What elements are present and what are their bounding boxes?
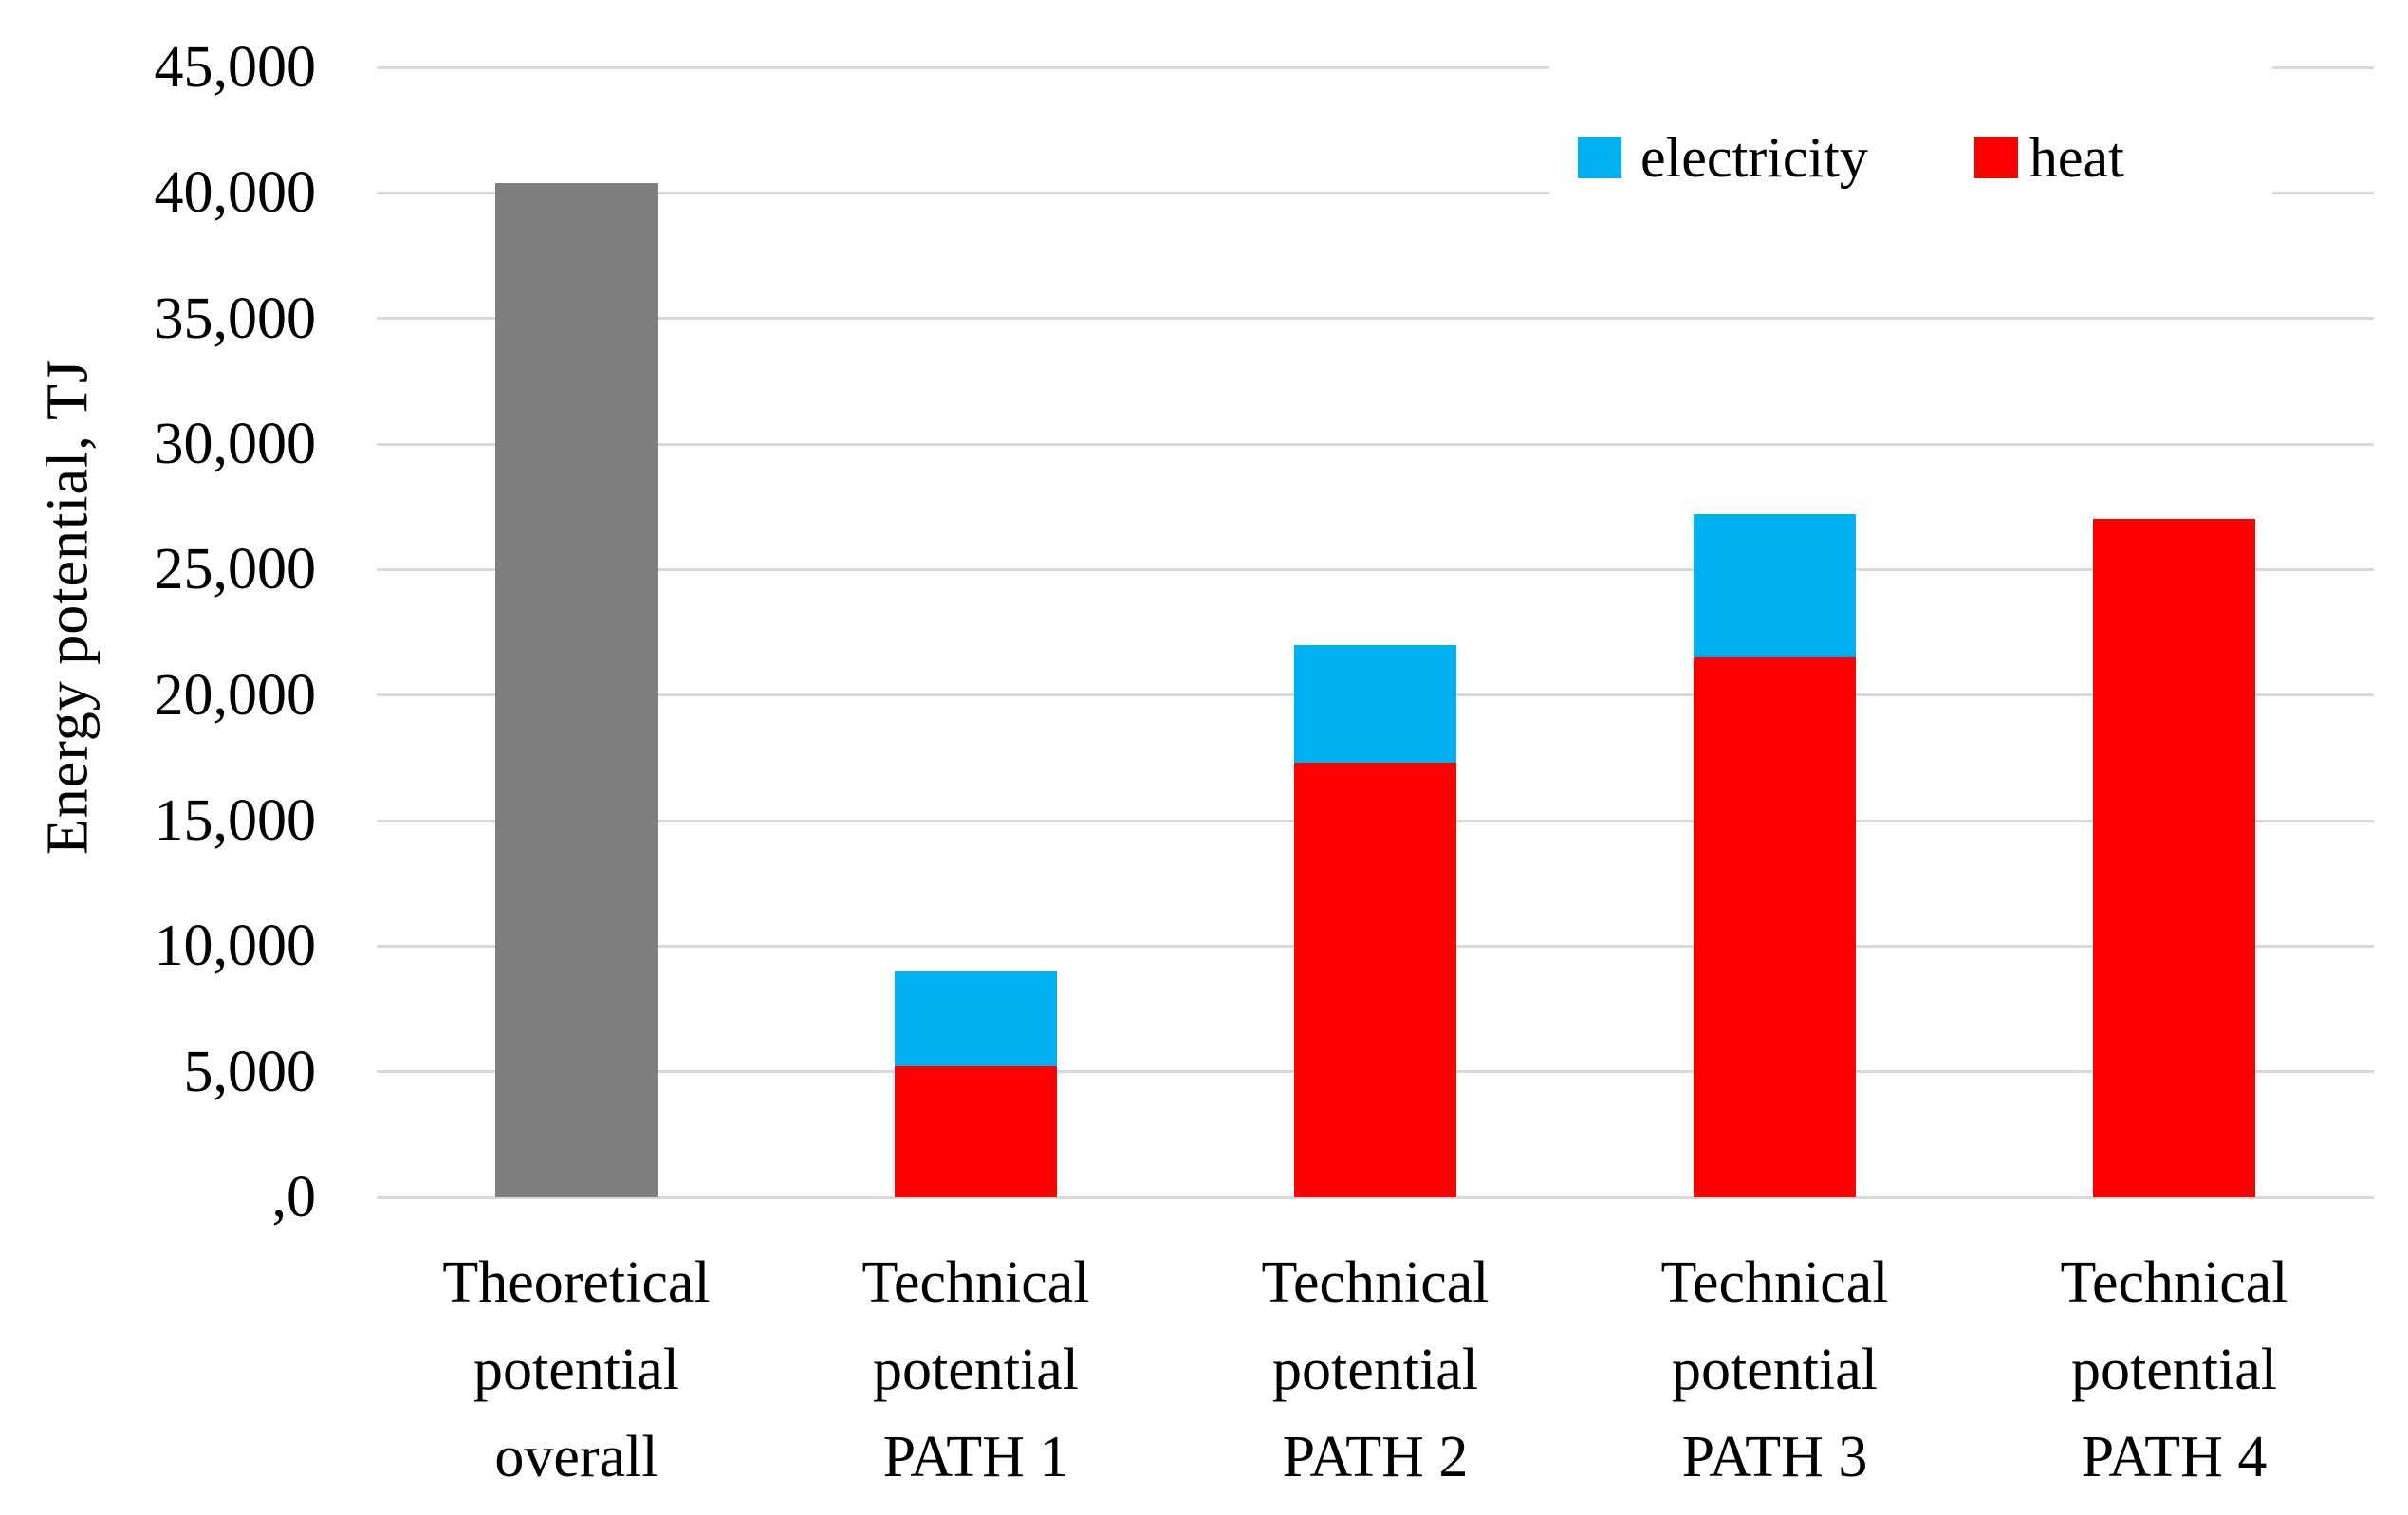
bar-segment-heat xyxy=(1294,763,1456,1197)
legend-label-heat: heat xyxy=(2028,126,2124,189)
legend-swatch-heat xyxy=(1973,137,2018,178)
gridline xyxy=(377,191,2374,194)
y-tick-label: 25,000 xyxy=(154,537,317,602)
legend-item-heat: heat xyxy=(1973,126,2124,189)
gridline xyxy=(377,1195,2374,1199)
bar-segment-electricity xyxy=(1694,514,1856,657)
category-label: Technical potential PATH 4 xyxy=(2060,1250,2288,1489)
y-tick-label: 30,000 xyxy=(154,412,317,476)
category-label: Technical potential PATH 2 xyxy=(1261,1250,1490,1489)
category-label: Theoretical potential overall xyxy=(442,1250,711,1489)
bar-segment-electricity xyxy=(895,970,1057,1067)
bar-segment-heat xyxy=(1694,656,1856,1197)
gridline xyxy=(377,567,2374,571)
bar-segment-heat xyxy=(895,1066,1057,1197)
category-label: Technical potential PATH 3 xyxy=(1660,1250,1889,1489)
y-tick-label: 15,000 xyxy=(154,788,317,853)
gridline xyxy=(377,65,2374,69)
bar-segment-theoretical-overall xyxy=(495,182,658,1197)
category-label: Technical potential PATH 1 xyxy=(861,1250,1090,1489)
legend-label-electricity: electricity xyxy=(1640,126,1868,189)
y-tick-label: 20,000 xyxy=(154,662,317,728)
y-tick-label: 10,000 xyxy=(154,914,317,979)
legend-item-electricity: electricity xyxy=(1578,129,1868,186)
legend: electricity heat xyxy=(1549,59,2272,201)
y-tick-label: 35,000 xyxy=(154,286,317,351)
y-tick-label: 45,000 xyxy=(154,35,317,100)
y-tick-label: 40,000 xyxy=(154,160,317,226)
y-tick-label: ,0 xyxy=(271,1165,317,1229)
gridline xyxy=(377,317,2374,321)
legend-swatch-electricity xyxy=(1578,137,1621,178)
bar-segment-heat xyxy=(2093,519,2255,1197)
y-tick-label: 5,000 xyxy=(183,1039,317,1104)
gridline xyxy=(377,442,2374,446)
bar-segment-electricity xyxy=(1294,644,1456,764)
